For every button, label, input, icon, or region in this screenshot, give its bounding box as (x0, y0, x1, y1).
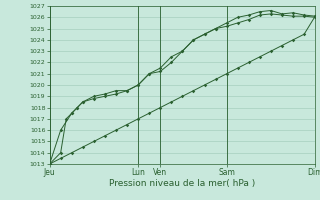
X-axis label: Pression niveau de la mer( hPa ): Pression niveau de la mer( hPa ) (109, 179, 256, 188)
